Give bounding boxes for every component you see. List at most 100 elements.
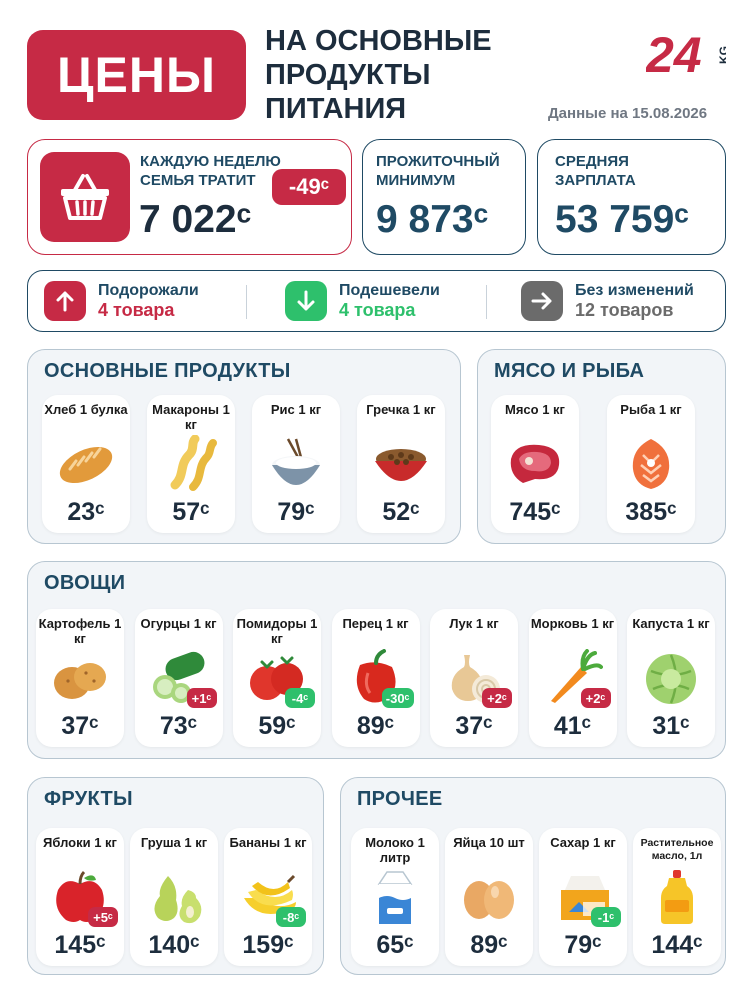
product-name: Перец 1 кг (342, 616, 409, 631)
product-card: Огурцы 1 кг +1ᶜ 73ᶜ (134, 609, 223, 747)
rice-icon (272, 438, 320, 485)
changes-same: Без изменений 12 товаров (521, 281, 694, 321)
product-name: Рис 1 кг (270, 402, 322, 417)
changes-up-count: 4 товара (98, 299, 175, 320)
product-price: 145ᶜ (54, 931, 106, 959)
divider (246, 285, 247, 319)
price-change-badge: -30ᶜ (381, 688, 414, 708)
product-price: 37ᶜ (61, 712, 99, 740)
product-name: Капуста 1 кг (632, 616, 710, 631)
price-change-badge: -8ᶜ (276, 907, 306, 927)
product-card: Груша 1 кг 140ᶜ (130, 828, 218, 966)
changes-down-count: 4 товара (339, 299, 416, 320)
data-date: Данные на 15.08.2026 (548, 105, 708, 122)
product-price: 385ᶜ (625, 498, 677, 526)
product-name: Хлеб 1 булка (44, 402, 128, 417)
minimum-label: ПРОЖИТОЧНЫЙ МИНИМУМ (376, 153, 500, 189)
product-price: 59ᶜ (258, 712, 296, 740)
pasta-icon (170, 435, 217, 491)
divider (486, 285, 487, 319)
section-title: ОВОЩИ (44, 572, 126, 594)
section-title: МЯСО И РЫБА (494, 360, 645, 382)
price-change-badge: +5ᶜ (88, 907, 118, 927)
weekly-change-badge: -49ᶜ (272, 169, 346, 205)
product-card: Перец 1 кг -30ᶜ 89ᶜ (331, 609, 420, 747)
product-card: Лук 1 кг +2ᶜ 37ᶜ (430, 609, 518, 747)
milk-icon (377, 871, 413, 924)
cabbage-icon (646, 654, 696, 704)
tomato-icon (250, 656, 303, 700)
title-badge: ЦЕНЫ (27, 30, 246, 120)
salary-box: СРЕДНЯЯ ЗАРПЛАТА 53 759ᶜ (537, 139, 726, 255)
section-fruits: ФРУКТЫ Яблоки 1 кг +5ᶜ 145ᶜ Груша 1 кг 140ᶜ Б… (27, 777, 324, 975)
logo-number: 24 (646, 28, 702, 76)
potato-icon (54, 663, 106, 699)
product-price: 52ᶜ (382, 498, 420, 526)
product-card: Молоко 1 литр 65ᶜ (351, 828, 439, 966)
product-card: Морковь 1 кг +2ᶜ 41ᶜ (528, 609, 617, 747)
weekly-label: КАЖДУЮ НЕДЕЛЮ СЕМЬЯ ТРАТИТ (140, 153, 281, 189)
changes-up: Подорожали 4 товара (44, 281, 199, 321)
product-price: 41ᶜ (553, 712, 592, 740)
product-card: Рыба 1 кг 385ᶜ (607, 395, 695, 533)
weekly-value: 7 022ᶜ (139, 198, 252, 241)
product-name: Макароны 1 кг (152, 402, 230, 432)
product-card: Бананы 1 кг -8ᶜ 159ᶜ (224, 828, 312, 966)
changes-same-label: Без изменений (575, 281, 694, 299)
product-price: 65ᶜ (376, 931, 414, 959)
product-name: Рыба 1 кг (620, 402, 682, 417)
eggs-icon (464, 881, 514, 919)
product-price: 89ᶜ (356, 712, 395, 740)
product-card: Яйца 10 шт 89ᶜ (445, 828, 533, 966)
product-name: Морковь 1 кг (530, 616, 615, 631)
product-name: Яблоки 1 кг (43, 835, 117, 850)
changes-up-label: Подорожали (98, 281, 199, 299)
product-name: Гречка 1 кг (366, 402, 436, 417)
product-name: Лук 1 кг (449, 616, 499, 631)
product-name: Помидоры 1 кг (236, 616, 318, 646)
banana-icon (244, 874, 296, 914)
product-price: 89ᶜ (470, 931, 508, 959)
minimum-value: 9 873ᶜ (376, 198, 489, 241)
section-title: ФРУКТЫ (44, 788, 133, 810)
product-card: Мясо 1 кг 745ᶜ (491, 395, 579, 533)
price-change-badge: +1ᶜ (186, 688, 217, 708)
logo-suffix: KG (717, 46, 726, 64)
section-title: ПРОЧЕЕ (357, 788, 443, 810)
product-name: Картофель 1 кг (38, 616, 122, 646)
weekly-spending-box: КАЖДУЮ НЕДЕЛЮ СЕМЬЯ ТРАТИТ -49ᶜ 7 022ᶜ (27, 139, 352, 255)
buckwheat-icon (375, 449, 427, 481)
changes-down-label: Подешевели (339, 281, 440, 299)
product-name: Растительное масло, 1л (640, 837, 714, 862)
arrow-right-icon (521, 281, 563, 321)
product-price: 144ᶜ (651, 931, 703, 959)
product-price: 37ᶜ (455, 712, 493, 740)
section-meat-fish: МЯСО И РЫБА Мясо 1 кг 745ᶜ Рыба 1 кг 385ᶜ (477, 349, 726, 544)
pear-icon (154, 876, 202, 924)
oil-icon (661, 870, 693, 924)
product-card: Помидоры 1 кг -4ᶜ 59ᶜ (233, 609, 321, 747)
product-price: 79ᶜ (564, 931, 602, 959)
meat-icon (510, 444, 560, 483)
product-card: Хлеб 1 булка 23ᶜ (42, 395, 130, 533)
price-changes-bar: Подорожали 4 товара Подешевели 4 товара … (27, 270, 726, 332)
section-other: ПРОЧЕЕ Молоко 1 литр 65ᶜ Яйца 10 шт 89ᶜ Саха… (340, 777, 726, 975)
bread-icon (59, 446, 113, 484)
fish-icon (632, 439, 670, 489)
product-price: 79ᶜ (277, 498, 315, 526)
product-price: 140ᶜ (148, 931, 200, 959)
product-price: 31ᶜ (652, 712, 690, 740)
product-card: Гречка 1 кг 52ᶜ (357, 395, 445, 533)
price-change-badge: +2ᶜ (482, 688, 512, 708)
changes-down: Подешевели 4 товара (285, 281, 440, 321)
arrow-up-icon (44, 281, 86, 321)
section-basic-products: ОСНОВНЫЕ ПРОДУКТЫ Хлеб 1 булка 23ᶜ Макарон… (27, 349, 461, 544)
product-price: 73ᶜ (159, 712, 198, 740)
salary-label: СРЕДНЯЯ ЗАРПЛАТА (555, 153, 636, 189)
product-name: Огурцы 1 кг (140, 616, 217, 631)
product-name: Бананы 1 кг (229, 835, 307, 850)
product-name: Груша 1 кг (140, 835, 208, 850)
product-price: 159ᶜ (242, 931, 294, 959)
product-card: Яблоки 1 кг +5ᶜ 145ᶜ (36, 828, 124, 966)
price-change-badge: +2ᶜ (580, 688, 611, 708)
